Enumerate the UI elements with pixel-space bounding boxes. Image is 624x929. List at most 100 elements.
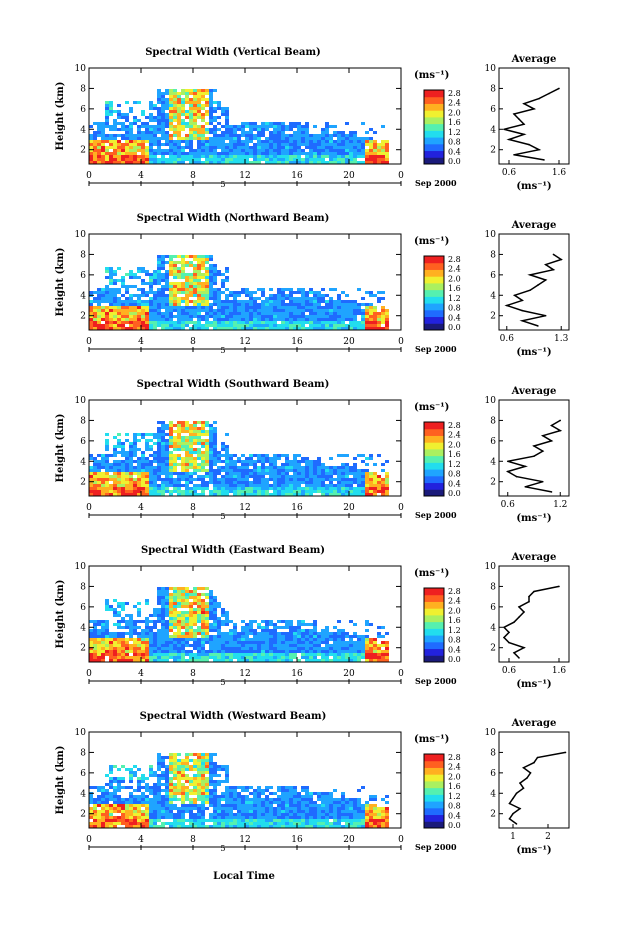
heatmap-cell [145, 433, 149, 436]
heatmap-cell [241, 131, 245, 134]
heatmap-cell [105, 795, 109, 798]
heatmap-cell [273, 122, 277, 125]
heatmap-cell [249, 472, 253, 475]
heatmap-cell [349, 638, 353, 641]
heatmap-cell [249, 475, 253, 478]
heatmap-cell [349, 653, 353, 656]
heatmap-cell [313, 318, 317, 321]
heatmap-cell [337, 493, 341, 496]
heatmap-cell [213, 315, 217, 318]
heatmap-cell [257, 158, 261, 161]
heatmap-cell [189, 590, 193, 593]
heatmap-cell [197, 451, 201, 454]
heatmap-cell [113, 297, 117, 300]
heatmap-cell [353, 321, 357, 324]
heatmap-cell [157, 279, 161, 282]
heatmap-cell [257, 155, 261, 158]
heatmap-cell [237, 460, 241, 463]
heatmap-cell [261, 288, 265, 291]
heatmap-cell [137, 484, 141, 487]
heatmap-cell [341, 143, 345, 146]
heatmap-cell [245, 478, 249, 481]
heatmap-cell [377, 647, 381, 650]
heatmap-cell [221, 315, 225, 318]
heatmap-cell [173, 644, 177, 647]
heatmap-cell [233, 309, 237, 312]
heatmap-cell [141, 140, 145, 143]
heatmap-cell [329, 143, 333, 146]
heatmap-cell [113, 140, 117, 143]
heatmap-cell [361, 454, 365, 457]
heatmap-cell [253, 487, 257, 490]
heatmap-cell [309, 472, 313, 475]
heatmap-cell [209, 110, 213, 113]
heatmap-cell [89, 825, 93, 828]
heatmap-cell [181, 587, 185, 590]
heatmap-cell [121, 484, 125, 487]
heatmap-cell [205, 623, 209, 626]
heatmap-cell [89, 656, 93, 659]
heatmap-cell [317, 143, 321, 146]
heatmap-cell [329, 158, 333, 161]
heatmap-cell [357, 324, 361, 327]
heatmap-cell [201, 119, 205, 122]
heatmap-cell [305, 137, 309, 140]
heatmap-cell [101, 466, 105, 469]
heatmap-cell [237, 315, 241, 318]
heatmap-cell [345, 466, 349, 469]
heatmap-cell [201, 442, 205, 445]
heatmap-cell [281, 318, 285, 321]
heatmap-cell [325, 143, 329, 146]
heatmap-cell [197, 478, 201, 481]
heatmap-cell [333, 472, 337, 475]
heatmap-cell [237, 466, 241, 469]
heatmap-cell [209, 454, 213, 457]
heatmap-cell [213, 128, 217, 131]
heatmap-cell [185, 321, 189, 324]
heatmap-cell [237, 650, 241, 653]
heatmap-cell [133, 116, 137, 119]
heatmap-cell [153, 635, 157, 638]
heatmap-cell [209, 276, 213, 279]
heatmap-cell [265, 140, 269, 143]
heatmap-cell [193, 490, 197, 493]
heatmap-cell [177, 309, 181, 312]
heatmap-cell [197, 614, 201, 617]
heatmap-cell [281, 300, 285, 303]
heatmap-cell [373, 143, 377, 146]
heatmap-cell [185, 125, 189, 128]
heatmap-cell [345, 463, 349, 466]
heatmap-cell [141, 810, 145, 813]
heatmap-cell [265, 306, 269, 309]
heatmap-cell [189, 493, 193, 496]
heatmap-cell [129, 626, 133, 629]
heatmap-cell [245, 125, 249, 128]
heatmap-cell [249, 460, 253, 463]
heatmap-cell [261, 309, 265, 312]
heatmap-cell [129, 490, 133, 493]
heatmap-cell [165, 116, 169, 119]
heatmap-cell [213, 611, 217, 614]
heatmap-cell [361, 653, 365, 656]
heatmap-cell [245, 324, 249, 327]
heatmap-cell [129, 285, 133, 288]
heatmap-cell [209, 469, 213, 472]
heatmap-cell [337, 644, 341, 647]
heatmap-cell [333, 650, 337, 653]
heatmap-cell [285, 146, 289, 149]
heatmap-cell [245, 487, 249, 490]
heatmap-cell [233, 632, 237, 635]
heatmap-cell [365, 635, 369, 638]
heatmap-cell [161, 487, 165, 490]
heatmap-cell [273, 659, 277, 662]
x-tick-label: 20 [343, 669, 355, 679]
heatmap-cell [201, 276, 205, 279]
heatmap-cell [89, 312, 93, 315]
heatmap-cell [313, 297, 317, 300]
heatmap-cell [213, 279, 217, 282]
heatmap-cell [93, 484, 97, 487]
heatmap-cell [277, 312, 281, 315]
heatmap-cell [265, 300, 269, 303]
heatmap-cell [217, 457, 221, 460]
